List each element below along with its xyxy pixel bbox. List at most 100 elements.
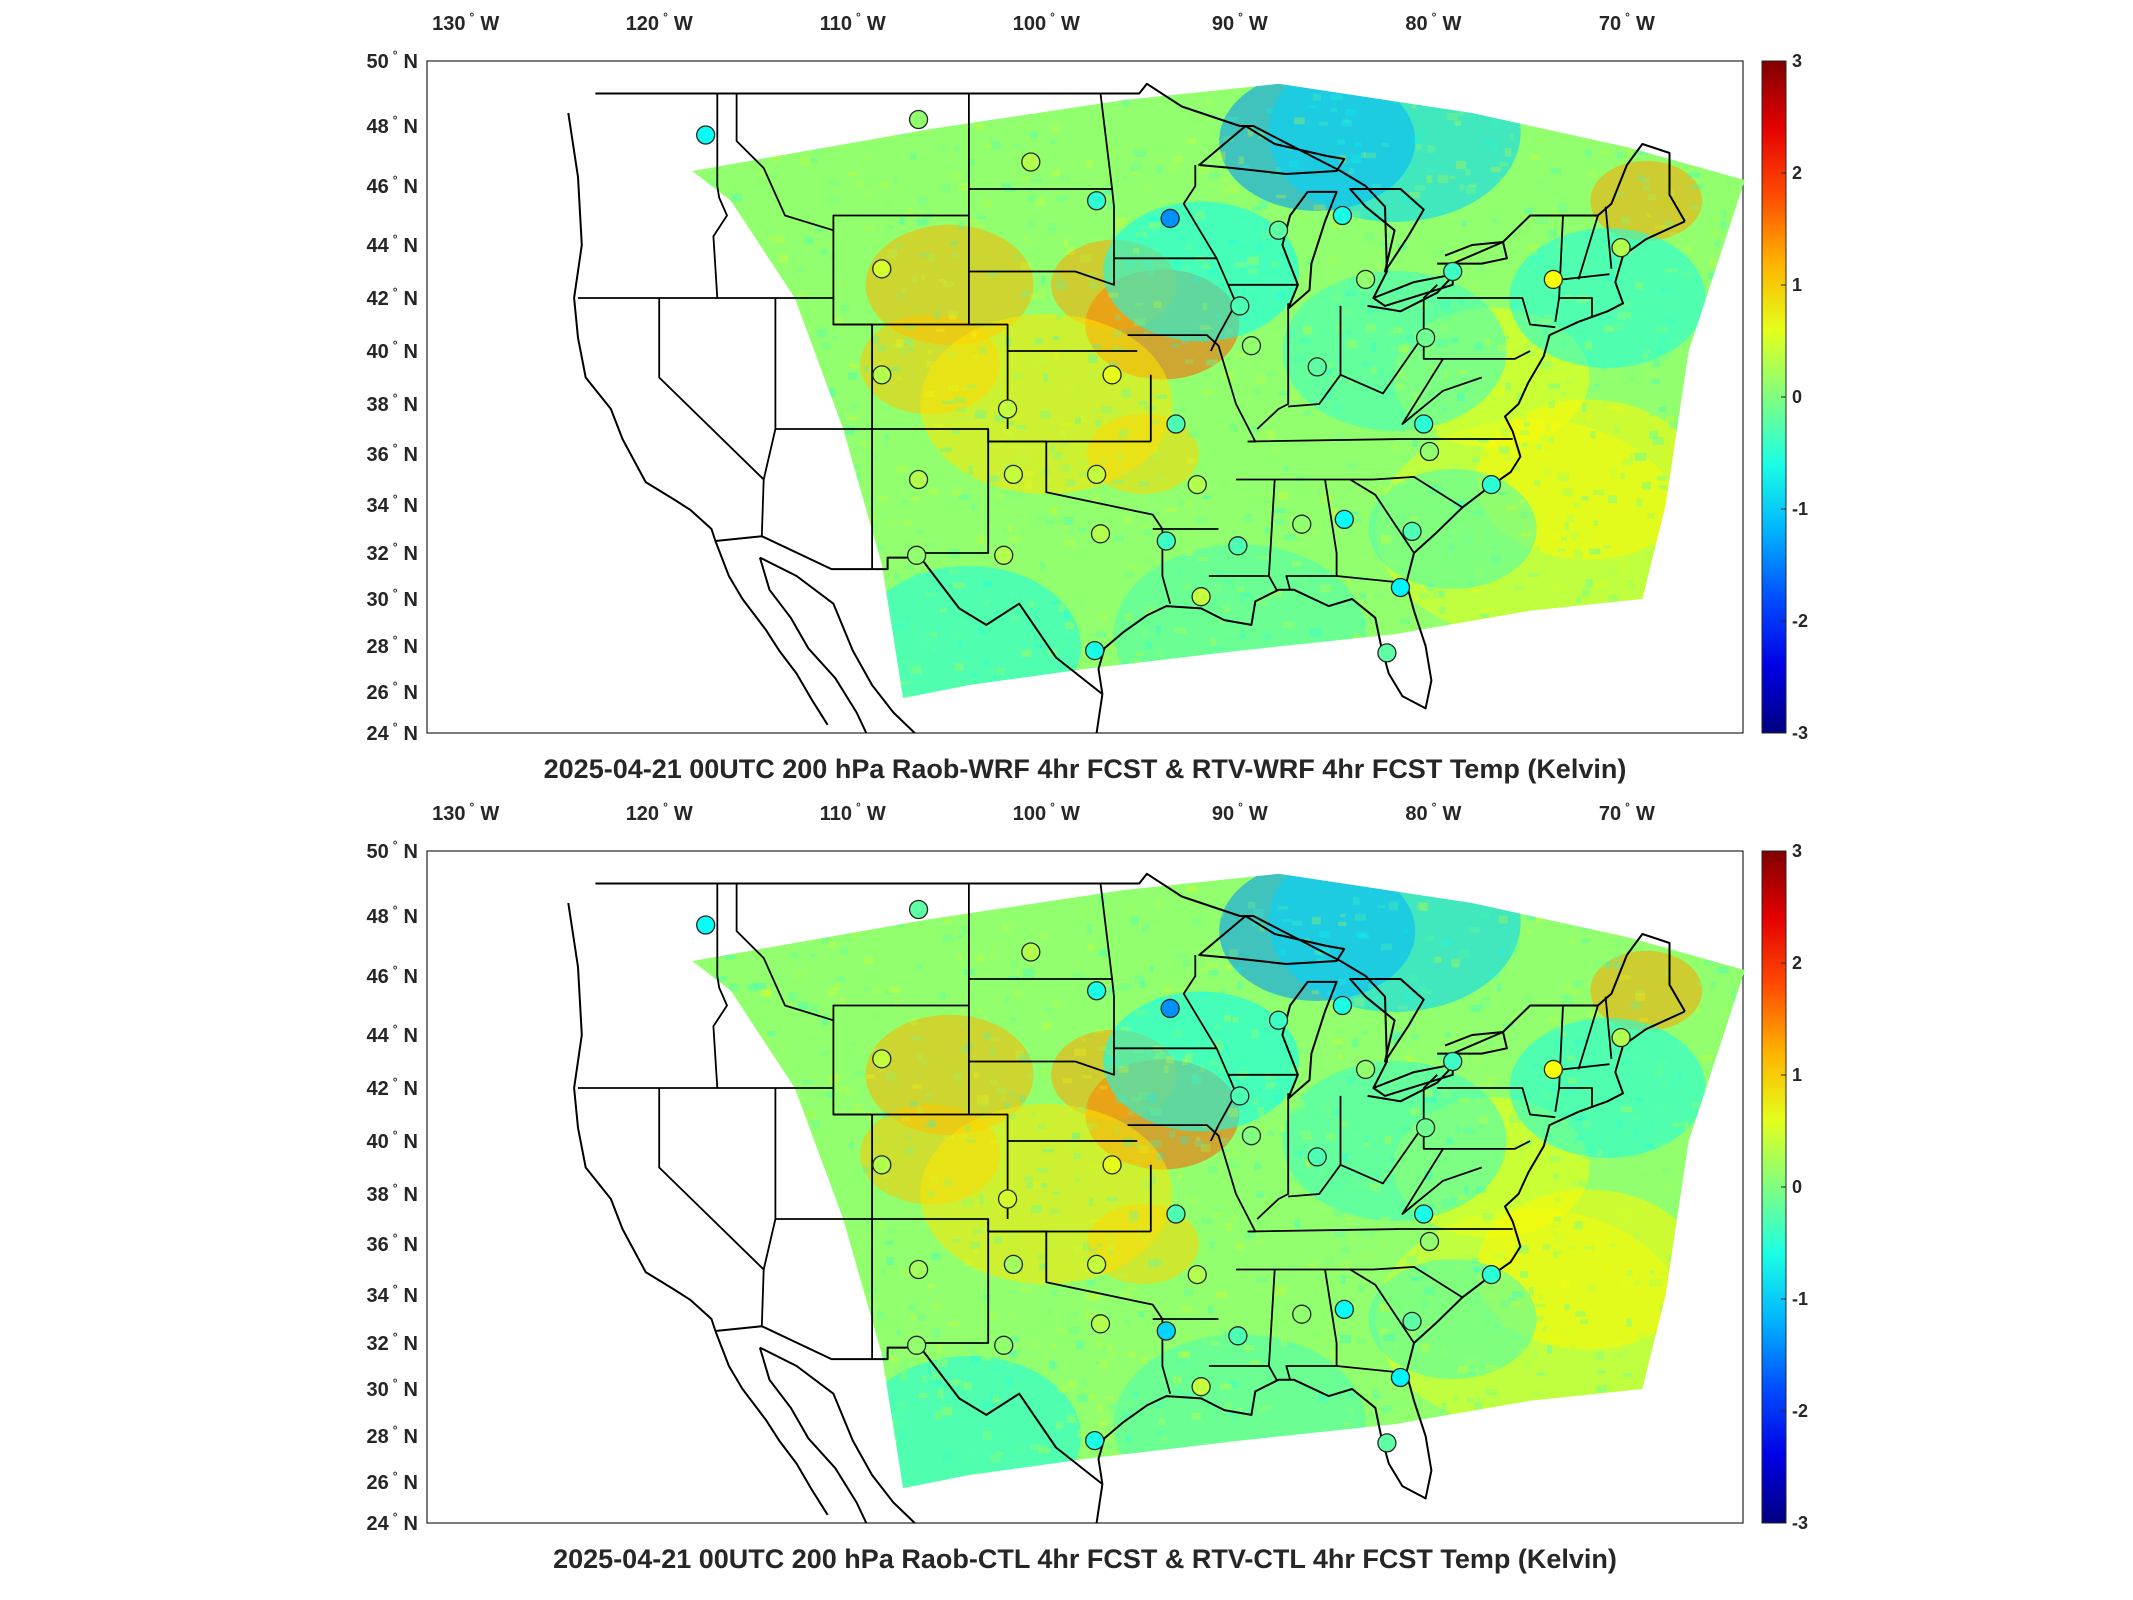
station-marker — [1292, 1304, 1312, 1324]
colorbar-tick-label: 1 — [1792, 1065, 1802, 1085]
station-marker — [1419, 441, 1440, 462]
latitude-label: 44 ° N — [366, 1022, 418, 1047]
station-marker — [1191, 1377, 1211, 1397]
station-marker — [1414, 414, 1434, 434]
station-marker — [1021, 942, 1041, 962]
station-marker — [1402, 1311, 1422, 1332]
longitude-label: 90 ° W — [1212, 10, 1268, 35]
latitude-label: 36 ° N — [366, 441, 418, 466]
latitude-label: 48 ° N — [366, 113, 418, 138]
station-marker — [1086, 191, 1107, 211]
station-marker — [1085, 1430, 1105, 1451]
latitude-label: 38 ° N — [366, 391, 418, 416]
station-marker — [1332, 205, 1353, 226]
latitude-label: 48 ° N — [366, 903, 418, 928]
temperature-difference-field — [692, 83, 1745, 699]
latitude-label: 24 ° N — [366, 1510, 418, 1535]
geographic-boundaries — [567, 872, 1686, 1523]
latitude-label: 36 ° N — [366, 1231, 418, 1256]
station-marker — [1230, 296, 1250, 316]
station-marker — [1166, 1204, 1186, 1224]
colorbar-tick-label: 0 — [1792, 387, 1802, 407]
latitude-label: 30 ° N — [366, 586, 418, 611]
colorbar-tick-label: -1 — [1792, 1289, 1808, 1309]
latitude-label: 42 ° N — [366, 285, 418, 310]
latitude-label: 28 ° N — [366, 1423, 418, 1448]
colorbar-tick-label: 3 — [1792, 841, 1802, 861]
station-marker — [872, 259, 892, 279]
station-marker — [1390, 577, 1411, 598]
latitude-label: 46 ° N — [366, 963, 418, 988]
colorbar-tick-label: 2 — [1792, 953, 1802, 973]
station-marker — [1187, 1264, 1207, 1285]
station-marker — [1228, 1326, 1248, 1346]
station-marker — [1611, 237, 1631, 258]
station-marker — [994, 545, 1014, 565]
station-marker — [1292, 514, 1312, 534]
station-marker — [872, 1049, 892, 1069]
colorbar-tick-label: -3 — [1792, 1513, 1808, 1533]
station-marker — [1611, 1027, 1631, 1048]
longitude-label: 130 ° W — [432, 10, 499, 35]
station-marker — [1307, 1147, 1327, 1167]
map-title: 2025-04-21 00UTC 200 hPa Raob-CTL 4hr FC… — [553, 1544, 1617, 1574]
station-marker — [1156, 1321, 1176, 1341]
latitude-label: 40 ° N — [366, 338, 418, 363]
map-panel-raob-wrf: 130 ° W 120 ° W 110 ° W 100 ° W 90 ° W 80 ° W 70 ° W 50 ° N 48 ° N… — [0, 0, 2133, 790]
latitude-label: 30 ° N — [366, 1376, 418, 1401]
station-marker — [1443, 261, 1463, 282]
station-marker — [1355, 269, 1376, 290]
station-marker — [906, 545, 927, 565]
longitude-label: 100 ° W — [1013, 10, 1080, 35]
longitude-label: 70 ° W — [1599, 800, 1655, 825]
station-marker — [1355, 1059, 1376, 1080]
station-marker — [1268, 220, 1289, 240]
latitude-label: 42 ° N — [366, 1075, 418, 1100]
station-marker — [1481, 1264, 1502, 1285]
longitude-label: 80 ° W — [1405, 10, 1461, 35]
latitude-label: 50 ° N — [366, 838, 418, 863]
station-marker — [1102, 1155, 1122, 1175]
station-marker — [1268, 1010, 1289, 1030]
colorbar-tick-label: 1 — [1792, 275, 1802, 295]
station-marker — [1415, 1118, 1436, 1138]
geographic-boundaries — [567, 82, 1686, 733]
map-title: 2025-04-21 00UTC 200 hPa Raob-WRF 4hr FC… — [544, 754, 1627, 784]
colorbar-tick-label: -2 — [1792, 1401, 1808, 1421]
longitude-label: 120 ° W — [626, 10, 693, 35]
map-figure: 130 ° W 120 ° W 110 ° W 100 ° W 90 ° W 80 ° W 70 ° W 50 ° N 48 ° N… — [366, 10, 1808, 784]
station-marker — [1166, 414, 1186, 434]
longitude-label: 90 ° W — [1212, 800, 1268, 825]
station-marker — [1086, 981, 1107, 1001]
latitude-label: 34 ° N — [366, 492, 418, 517]
longitude-label: 120 ° W — [626, 800, 693, 825]
station-marker — [696, 915, 716, 935]
station-marker — [1334, 509, 1354, 530]
station-marker — [1414, 1204, 1434, 1224]
station-marker — [1085, 640, 1105, 661]
latitude-label: 46 ° N — [366, 173, 418, 198]
station-marker — [1086, 1254, 1107, 1275]
station-marker — [1086, 464, 1107, 485]
station-marker — [997, 1189, 1018, 1209]
station-marker — [1090, 524, 1111, 544]
raob-stations — [696, 899, 1631, 1453]
station-marker — [1415, 328, 1436, 348]
longitude-label: 130 ° W — [432, 800, 499, 825]
latitude-label: 50 ° N — [366, 48, 418, 73]
temperature-difference-field — [692, 873, 1745, 1489]
latitude-label: 38 ° N — [366, 1181, 418, 1206]
station-marker — [1021, 152, 1041, 172]
station-marker — [1543, 269, 1563, 290]
latitude-label: 28 ° N — [366, 633, 418, 658]
station-marker — [1307, 357, 1327, 377]
station-marker — [1241, 336, 1262, 356]
latitude-label: 24 ° N — [366, 720, 418, 745]
station-marker — [1003, 1254, 1024, 1275]
station-marker — [908, 109, 929, 130]
station-marker — [1090, 1314, 1111, 1334]
longitude-label: 110 ° W — [820, 800, 886, 825]
station-marker — [1402, 521, 1422, 542]
station-marker — [1377, 643, 1397, 663]
station-marker — [872, 1155, 892, 1175]
